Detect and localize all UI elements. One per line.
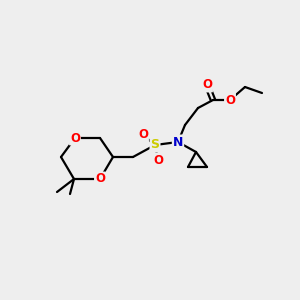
- Text: O: O: [138, 128, 148, 142]
- Text: O: O: [70, 131, 80, 145]
- Text: O: O: [95, 172, 105, 185]
- Text: O: O: [202, 79, 212, 92]
- Text: O: O: [153, 154, 163, 166]
- Text: S: S: [151, 139, 160, 152]
- Text: O: O: [225, 94, 235, 106]
- Text: N: N: [173, 136, 183, 148]
